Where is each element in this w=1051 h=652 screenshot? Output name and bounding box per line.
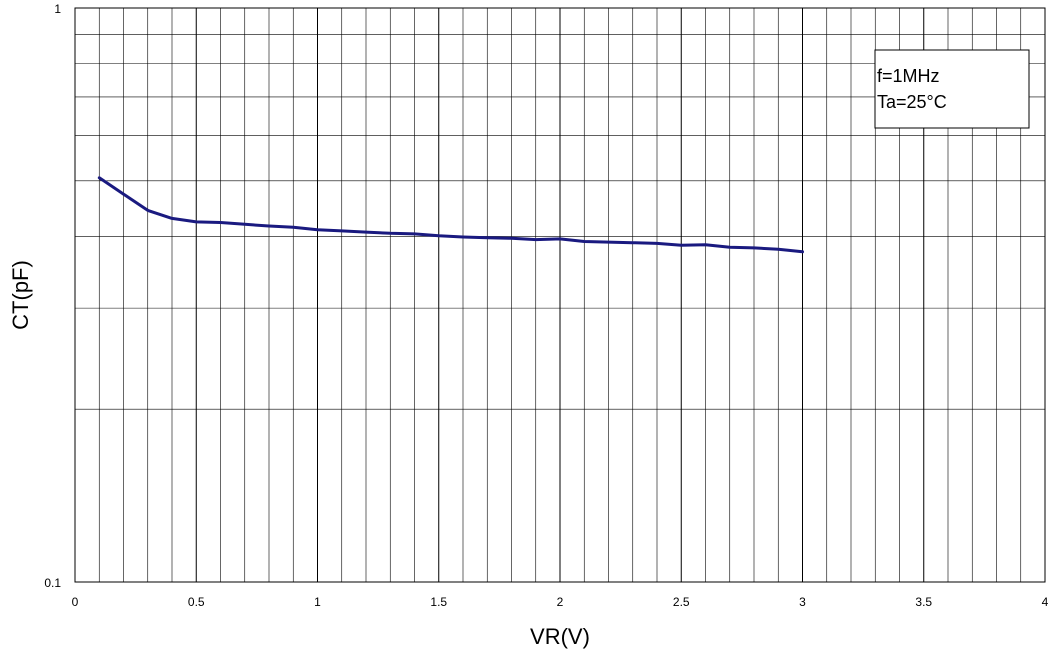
series-line	[97, 176, 804, 254]
x-tick-label: 2	[557, 595, 564, 609]
y-axis-label: CT(pF)	[8, 260, 33, 330]
grid-major	[195, 8, 925, 582]
x-tick-label: 1.5	[430, 595, 447, 609]
x-tick-label: 3	[799, 595, 806, 609]
y-tick-label: 0.1	[44, 576, 61, 590]
y-tick-label: 1	[54, 2, 61, 16]
legend-frequency: f=1MHz	[877, 66, 940, 86]
legend-box	[874, 49, 1030, 129]
plot-frame	[74, 7, 1046, 583]
x-tick-label: 0.5	[188, 595, 205, 609]
x-tick-label: 0	[72, 595, 79, 609]
x-tick-label: 1	[314, 595, 321, 609]
y-tick-labels: 0.11	[44, 2, 61, 590]
legend-temperature: Ta=25°C	[877, 92, 947, 112]
x-tick-label: 4	[1042, 595, 1049, 609]
x-tick-label: 2.5	[673, 595, 690, 609]
x-axis-label: VR(V)	[530, 624, 590, 649]
x-tick-label: 3.5	[915, 595, 932, 609]
conditions-legend: f=1MHz Ta=25°C	[874, 49, 1030, 129]
x-tick-labels: 0 0.5 1 1.5 2 2.5 3 3.5 4	[72, 595, 1049, 609]
